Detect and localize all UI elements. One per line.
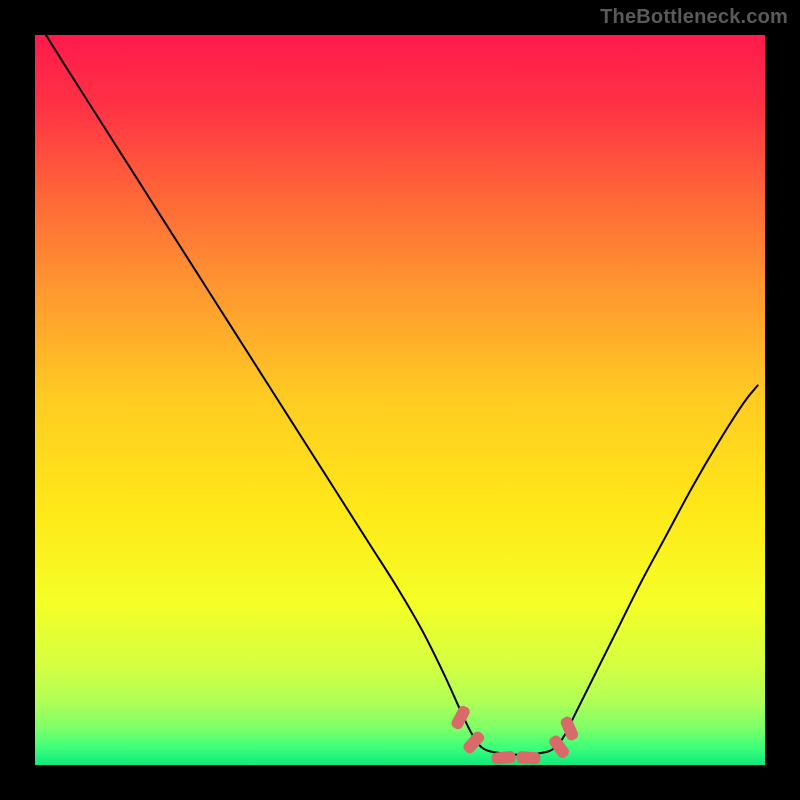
curve-marker	[516, 751, 541, 765]
chart-svg	[0, 0, 800, 800]
chart-container: TheBottleneck.com	[0, 0, 800, 800]
plot-gradient	[35, 35, 765, 765]
watermark-text: TheBottleneck.com	[600, 6, 788, 29]
